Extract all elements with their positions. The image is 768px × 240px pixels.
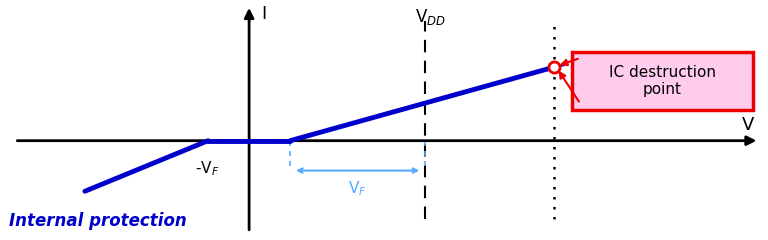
Text: IC destruction
point: IC destruction point: [609, 65, 716, 97]
Text: -V$_F$: -V$_F$: [195, 159, 220, 178]
FancyBboxPatch shape: [571, 52, 753, 110]
Text: V$_F$: V$_F$: [348, 180, 367, 198]
Text: V: V: [741, 116, 754, 134]
Text: I: I: [261, 5, 266, 23]
Text: Internal protection: Internal protection: [8, 212, 187, 230]
Text: V$_{DD}$: V$_{DD}$: [415, 7, 446, 27]
